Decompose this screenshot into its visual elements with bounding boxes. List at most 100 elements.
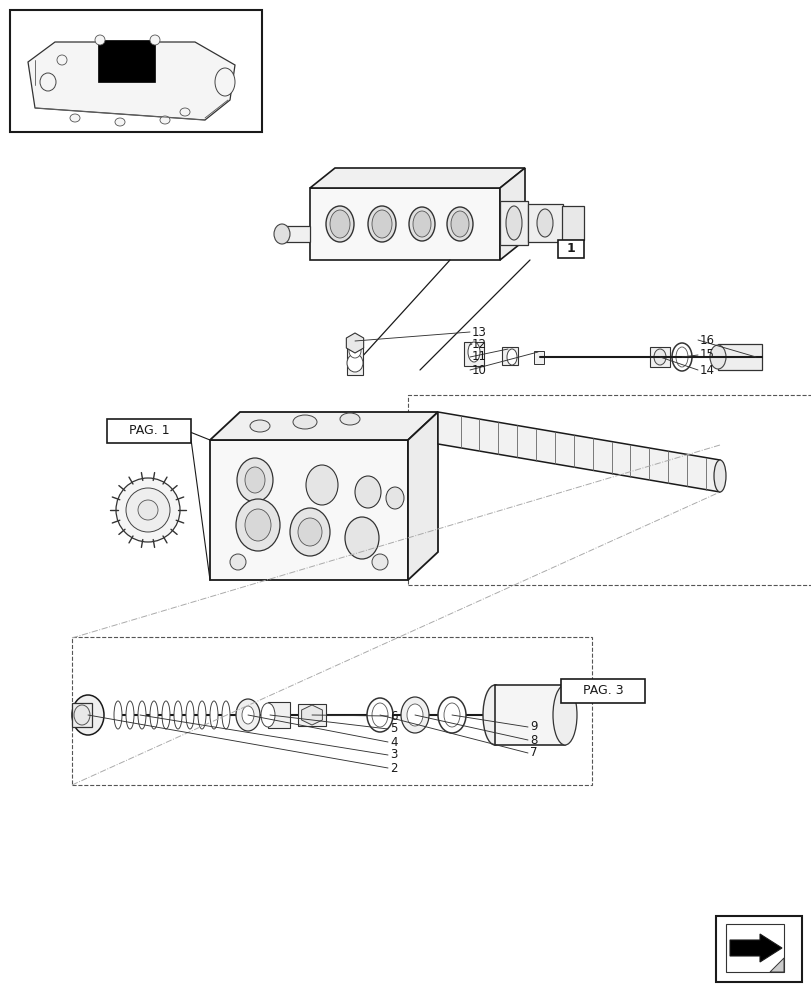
Bar: [500, 201, 527, 245]
Ellipse shape: [126, 701, 134, 729]
Ellipse shape: [450, 211, 469, 237]
Bar: [717, 344, 761, 370]
Polygon shape: [437, 412, 719, 492]
Polygon shape: [301, 705, 322, 725]
Polygon shape: [98, 40, 155, 82]
Bar: [463, 342, 483, 366]
Ellipse shape: [401, 697, 428, 733]
Ellipse shape: [242, 706, 254, 724]
Ellipse shape: [329, 210, 350, 238]
Bar: [527, 204, 562, 242]
Ellipse shape: [354, 476, 380, 508]
Ellipse shape: [406, 704, 423, 726]
Text: 15: 15: [699, 349, 714, 361]
Ellipse shape: [160, 116, 169, 124]
Bar: [495, 685, 564, 745]
Text: PAG. 3: PAG. 3: [582, 684, 623, 698]
Text: 10: 10: [471, 363, 487, 376]
Ellipse shape: [95, 35, 105, 45]
Ellipse shape: [210, 701, 217, 729]
Ellipse shape: [483, 685, 506, 745]
Bar: [210, 440, 407, 580]
Bar: [557, 240, 583, 258]
Text: 11: 11: [471, 351, 487, 363]
Ellipse shape: [306, 465, 337, 505]
Ellipse shape: [215, 68, 234, 96]
Bar: [268, 702, 290, 728]
Ellipse shape: [174, 701, 182, 729]
Ellipse shape: [115, 118, 125, 126]
Polygon shape: [407, 412, 437, 580]
Ellipse shape: [180, 108, 190, 116]
Text: 16: 16: [699, 334, 714, 347]
Ellipse shape: [138, 701, 146, 729]
Bar: [72, 637, 591, 785]
Ellipse shape: [345, 517, 379, 559]
Ellipse shape: [74, 705, 90, 725]
Ellipse shape: [437, 697, 466, 733]
Ellipse shape: [150, 701, 158, 729]
Ellipse shape: [346, 354, 363, 372]
Ellipse shape: [237, 458, 272, 502]
Ellipse shape: [186, 701, 194, 729]
Text: 1: 1: [566, 242, 575, 255]
Bar: [10, 10, 262, 132]
Ellipse shape: [293, 415, 316, 429]
Ellipse shape: [536, 209, 552, 237]
Ellipse shape: [72, 695, 104, 735]
Text: 3: 3: [389, 748, 397, 762]
Polygon shape: [28, 42, 234, 120]
Polygon shape: [310, 168, 525, 188]
Ellipse shape: [260, 703, 275, 727]
Ellipse shape: [245, 467, 264, 493]
Ellipse shape: [340, 413, 359, 425]
Text: 4: 4: [389, 735, 397, 748]
Ellipse shape: [371, 210, 392, 238]
Bar: [298, 704, 325, 726]
Ellipse shape: [138, 500, 158, 520]
Bar: [715, 916, 801, 982]
Ellipse shape: [290, 508, 329, 556]
Text: PAG. 1: PAG. 1: [128, 424, 169, 438]
Ellipse shape: [713, 460, 725, 492]
Ellipse shape: [198, 701, 206, 729]
Ellipse shape: [409, 207, 435, 241]
Polygon shape: [281, 226, 310, 242]
Text: 7: 7: [530, 746, 537, 760]
Ellipse shape: [446, 207, 473, 241]
Bar: [501, 347, 517, 365]
Ellipse shape: [236, 499, 280, 551]
Ellipse shape: [552, 685, 577, 745]
Bar: [649, 347, 669, 367]
Bar: [534, 351, 543, 364]
Ellipse shape: [385, 487, 404, 509]
Ellipse shape: [709, 345, 725, 369]
Text: 2: 2: [389, 762, 397, 774]
Text: 8: 8: [530, 733, 537, 746]
FancyBboxPatch shape: [107, 419, 191, 443]
FancyBboxPatch shape: [560, 679, 644, 703]
Ellipse shape: [298, 518, 322, 546]
Ellipse shape: [367, 206, 396, 242]
Text: 6: 6: [389, 710, 397, 722]
Ellipse shape: [505, 206, 521, 240]
Ellipse shape: [653, 349, 665, 365]
Ellipse shape: [221, 701, 230, 729]
Ellipse shape: [413, 211, 431, 237]
Text: 13: 13: [471, 326, 487, 338]
Ellipse shape: [40, 73, 56, 91]
Bar: [310, 188, 500, 260]
Ellipse shape: [467, 342, 479, 362]
Ellipse shape: [371, 554, 388, 570]
Ellipse shape: [444, 703, 460, 727]
Ellipse shape: [371, 703, 388, 727]
Polygon shape: [729, 934, 781, 962]
Polygon shape: [346, 333, 363, 353]
Ellipse shape: [116, 478, 180, 542]
Ellipse shape: [250, 420, 270, 432]
Text: 14: 14: [699, 363, 714, 376]
Bar: [407, 395, 811, 585]
Ellipse shape: [245, 509, 271, 541]
Ellipse shape: [672, 343, 691, 371]
Polygon shape: [210, 412, 437, 440]
